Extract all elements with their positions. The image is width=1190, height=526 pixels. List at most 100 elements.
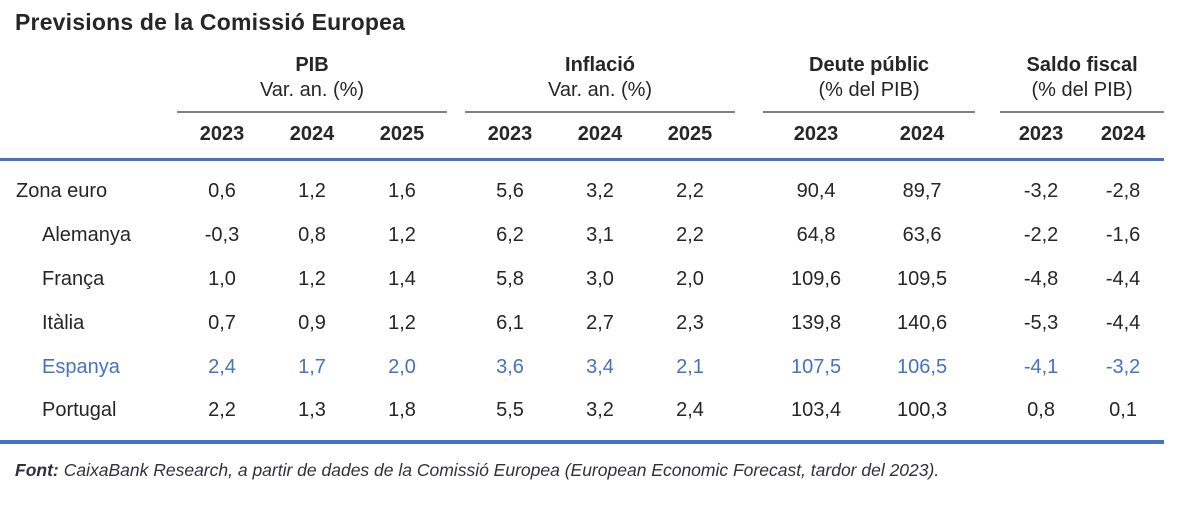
source-text: CaixaBank Research, a partir de dades de… xyxy=(63,459,940,480)
column-spacer xyxy=(975,214,1000,258)
year-header: 2024 xyxy=(869,112,976,161)
value-cell: -4,1 xyxy=(1023,356,1059,378)
value-cell: -5,3 xyxy=(1023,312,1059,334)
forecast-table: PIB Inflació Deute públic Saldo fiscal V… xyxy=(0,50,1165,444)
column-spacer xyxy=(447,389,466,444)
value-cell: 1,2 xyxy=(298,268,326,290)
group-header-inflacio: Inflació xyxy=(565,54,636,76)
value-cell: 1,6 xyxy=(388,179,416,202)
value-cell: 1,4 xyxy=(388,268,416,290)
value-cell: 1,7 xyxy=(298,356,326,378)
column-spacer xyxy=(447,302,465,346)
column-spacer xyxy=(975,346,1000,390)
value-cell: 2,4 xyxy=(208,356,236,378)
value-cell: 1,8 xyxy=(357,389,448,444)
value-cell: 107,5 xyxy=(791,356,842,378)
column-spacer xyxy=(735,50,763,79)
group-header-row: PIB Inflació Deute públic Saldo fiscal xyxy=(0,50,1164,79)
value-cell: 2,0 xyxy=(676,268,704,290)
value-cell: 100,3 xyxy=(869,389,976,444)
year-header: 2025 xyxy=(645,112,736,161)
group-header-saldo-fiscal: Saldo fiscal xyxy=(1026,54,1138,76)
column-spacer xyxy=(447,214,465,258)
value-cell: 0,8 xyxy=(298,224,326,246)
value-cell: 0,1 xyxy=(1082,389,1165,444)
value-cell: 6,2 xyxy=(496,224,524,246)
value-cell: 5,8 xyxy=(496,268,524,290)
value-cell: -0,3 xyxy=(204,224,240,246)
value-cell: 64,8 xyxy=(796,224,836,246)
value-cell: 0,9 xyxy=(298,312,326,334)
value-cell: 3,2 xyxy=(555,389,646,444)
value-cell: -4,4 xyxy=(1105,312,1141,334)
column-spacer xyxy=(735,302,763,346)
row-label: Itàlia xyxy=(42,312,85,334)
value-cell: 140,6 xyxy=(897,312,948,334)
year-header: 2023 xyxy=(763,112,870,161)
value-cell: 0,8 xyxy=(1000,389,1083,444)
value-cell: 1,2 xyxy=(388,224,416,246)
year-header: 2023 xyxy=(1000,112,1083,161)
corner-cell xyxy=(0,50,177,79)
year-header: 2023 xyxy=(465,112,556,161)
value-cell: 3,4 xyxy=(586,356,614,378)
value-cell: -3,2 xyxy=(1023,179,1059,202)
column-spacer xyxy=(735,258,763,302)
value-cell: 3,6 xyxy=(496,356,524,378)
value-cell: 2,0 xyxy=(388,356,416,378)
unit-label-deute-public: (% del PIB) xyxy=(763,79,976,113)
value-cell: 90,4 xyxy=(796,179,836,202)
value-cell: 139,8 xyxy=(791,312,842,334)
source-note: Font: CaixaBank Research, a partir de dad… xyxy=(15,460,1190,481)
column-spacer xyxy=(735,214,763,258)
value-cell: 2,2 xyxy=(676,224,704,246)
value-cell: -2,8 xyxy=(1105,179,1141,202)
value-cell: 2,4 xyxy=(645,389,736,444)
row-label: Portugal xyxy=(0,389,177,444)
figure-title: Previsions de la Comissió Europea xyxy=(15,9,406,35)
column-spacer xyxy=(975,302,1000,346)
value-cell: 0,7 xyxy=(208,312,236,334)
column-spacer xyxy=(447,346,465,390)
unit-label-inflacio: Var. an. (%) xyxy=(465,79,736,113)
column-spacer xyxy=(735,346,763,390)
group-header-deute-public: Deute públic xyxy=(809,54,930,76)
value-cell: 2,2 xyxy=(177,389,267,444)
value-cell: 3,1 xyxy=(586,224,614,246)
year-header: 2023 xyxy=(177,112,267,161)
column-spacer xyxy=(975,79,1000,112)
corner-cell xyxy=(0,112,177,161)
value-cell: -2,2 xyxy=(1023,224,1059,246)
group-header-pib: PIB xyxy=(295,54,329,76)
unit-label-saldo-fiscal: (% del PIB) xyxy=(1000,79,1165,113)
column-spacer xyxy=(735,79,763,112)
year-header: 2025 xyxy=(357,112,448,161)
year-header: 2024 xyxy=(267,112,357,161)
value-cell: 1,2 xyxy=(388,312,416,334)
value-cell: 109,5 xyxy=(897,268,948,290)
value-cell: 1,2 xyxy=(298,179,326,202)
value-cell: 2,3 xyxy=(676,312,704,334)
column-spacer xyxy=(735,112,764,161)
year-header-row: 2023 2024 2025 2023 2024 2025 2023 2024 … xyxy=(0,112,1165,161)
value-cell: 1,3 xyxy=(267,389,357,444)
value-cell: 89,7 xyxy=(902,179,942,202)
year-header: 2024 xyxy=(555,112,646,161)
column-spacer xyxy=(447,258,465,302)
value-cell: -4,8 xyxy=(1023,268,1059,290)
table-row: Zona euro 0,6 1,2 1,6 5,6 3,2 2,2 90,4 89,7 -3,2 -… xyxy=(0,160,1164,214)
source-label: Font: xyxy=(15,459,59,480)
table-body: Zona euro 0,6 1,2 1,6 5,6 3,2 2,2 90,4 89,7 -3,2 -… xyxy=(0,160,1165,444)
column-spacer xyxy=(975,389,1001,444)
column-spacer xyxy=(975,160,1000,214)
unit-header-row: Var. an. (%) Var. an. (%) (% del PIB) (%… xyxy=(0,79,1165,113)
table-row: Itàlia 0,7 0,9 1,2 6,1 2,7 2,3 139,8 140,6 -5,3 -4… xyxy=(0,302,1164,346)
column-spacer xyxy=(447,50,465,79)
value-cell: 3,2 xyxy=(586,179,614,202)
table-row: Portugal 2,2 1,3 1,8 5,5 3,2 2,4 103,4 100,3 0,8 0… xyxy=(0,389,1165,444)
value-cell: 2,2 xyxy=(676,179,704,202)
value-cell: 3,0 xyxy=(586,268,614,290)
value-cell: 106,5 xyxy=(897,356,948,378)
value-cell: 2,1 xyxy=(676,356,704,378)
